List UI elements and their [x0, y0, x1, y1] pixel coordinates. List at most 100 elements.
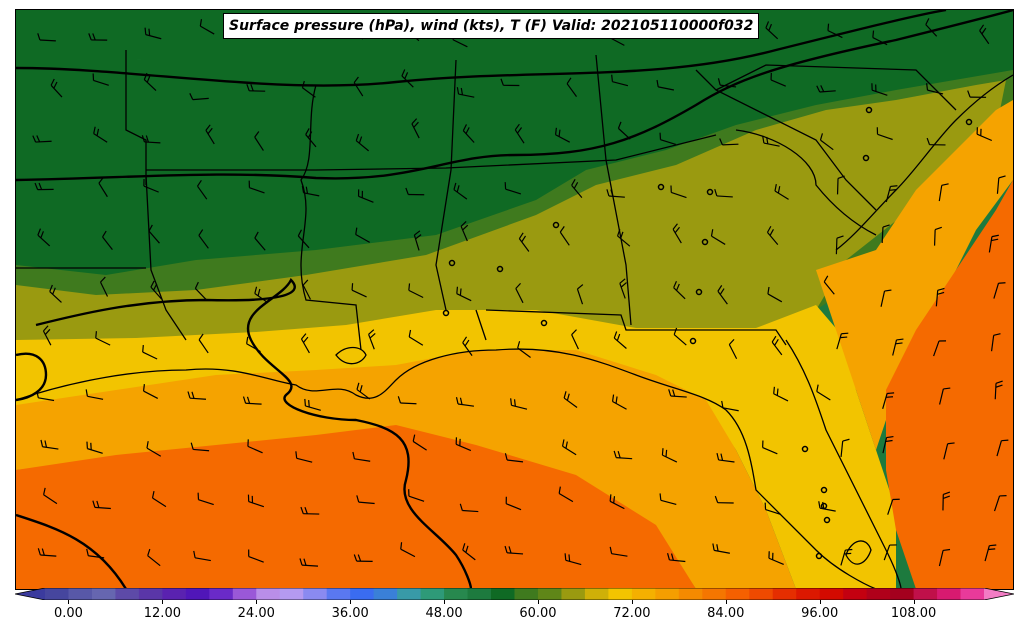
wind-barb: [302, 279, 311, 300]
wind-barb: [933, 340, 947, 357]
wind-barb: [714, 495, 734, 504]
wind-barb: [770, 72, 786, 87]
state-border: [300, 84, 362, 351]
wind-barb: [510, 398, 528, 410]
colorbar-tick-mark: [162, 600, 164, 604]
colorbar-tick-mark: [913, 600, 915, 604]
wind-barb: [455, 397, 474, 407]
wind-barb: [356, 495, 375, 505]
state-border-layer: [16, 50, 1013, 589]
wind-barb: [351, 283, 367, 298]
lake-outline: [845, 540, 872, 565]
colorbar-segment: [514, 588, 539, 600]
wind-barb: [247, 439, 263, 454]
wind-barb: [142, 384, 159, 399]
wind-barb: [938, 548, 951, 567]
wind-barb: [505, 496, 522, 511]
wind-barb: [187, 391, 207, 400]
wind-barb: [661, 448, 678, 463]
wind-barb-layer: [32, 13, 1009, 567]
wind-barb: [86, 441, 103, 454]
wind-barb: [712, 543, 730, 554]
wind-barb: [571, 178, 583, 199]
wind-barb: [827, 23, 843, 39]
wind-barb: [881, 224, 890, 244]
wind-barb: [368, 329, 376, 350]
temperature-fill-layer: [16, 10, 1013, 589]
wind-barb: [518, 232, 530, 252]
wind-barb: [728, 338, 738, 360]
wind-barb: [412, 434, 427, 451]
colorbar-segment: [185, 588, 210, 600]
wind-barb: [774, 183, 789, 200]
wind-barb: [882, 435, 894, 454]
wind-barb: [872, 30, 888, 46]
wind-barb: [98, 177, 108, 198]
state-border: [146, 134, 717, 171]
colorbar-extend-low: [15, 588, 45, 600]
wind-barb: [515, 282, 524, 304]
colorbar-segment: [350, 588, 375, 600]
wind-barb: [198, 333, 209, 354]
colorbar-segment: [467, 588, 492, 600]
wind-barb: [37, 548, 57, 557]
state-border: [695, 69, 877, 211]
map-title-text: Surface pressure (hPa), wind (kts), T (F…: [229, 18, 754, 34]
weather-map: [15, 9, 1014, 590]
wind-barb: [613, 450, 633, 460]
wind-barb: [405, 187, 425, 196]
wind-barb: [768, 551, 784, 566]
colorbar-segment: [115, 588, 140, 600]
wind-barb: [92, 500, 111, 510]
colorbar-segment: [960, 588, 985, 600]
wind-barb: [142, 345, 158, 360]
wind-barb: [242, 396, 262, 405]
wind-barb: [883, 544, 897, 561]
state-border: [125, 50, 147, 185]
wind-barb: [462, 124, 475, 143]
wind-barb: [673, 280, 686, 300]
wind-barb: [194, 281, 207, 301]
wind-barb: [301, 80, 316, 98]
wind-barb: [462, 336, 473, 356]
colorbar-segment: [373, 588, 398, 600]
wind-barb: [143, 179, 159, 193]
wind-barb: [453, 182, 468, 200]
wind-barb: [254, 231, 266, 251]
wind-barb: [996, 175, 1006, 194]
wind-barb: [93, 126, 108, 143]
wind-barb: [617, 121, 631, 140]
wind-barb: [717, 78, 737, 88]
wind-barb: [835, 235, 844, 255]
wind-barb: [144, 27, 162, 40]
wind-barb: [43, 487, 58, 505]
wind-barb: [666, 553, 686, 563]
wind-barb: [887, 498, 900, 515]
colorbar-segment: [397, 588, 422, 600]
wind-barb: [564, 553, 582, 566]
wind-barb: [305, 128, 317, 148]
colorbar-tick-label: 96.00: [801, 606, 839, 621]
wind-barb: [609, 546, 628, 557]
colorbar-segment: [209, 588, 234, 600]
colorbar-segment: [655, 588, 680, 600]
colorbar-tick-label: 48.00: [425, 606, 463, 621]
map-title: Surface pressure (hPa), wind (kts), T (F…: [223, 13, 760, 39]
wind-barb: [606, 189, 625, 198]
wind-barb: [939, 387, 951, 405]
state-border: [145, 174, 187, 341]
map-canvas: [16, 10, 1013, 589]
wind-barb: [840, 548, 853, 566]
wind-barb: [199, 19, 215, 35]
coastline: [835, 74, 1013, 251]
colorbar-segment: [584, 588, 609, 600]
wind-barb: [400, 542, 416, 558]
state-border: [735, 129, 877, 236]
colorbar-extend-high: [984, 588, 1014, 600]
wind-barb: [935, 287, 945, 307]
colorbar-segment: [138, 588, 163, 600]
state-border: [715, 64, 957, 111]
wind-barb: [967, 90, 987, 98]
wind-barb: [460, 221, 469, 242]
wind-barb: [247, 494, 265, 508]
